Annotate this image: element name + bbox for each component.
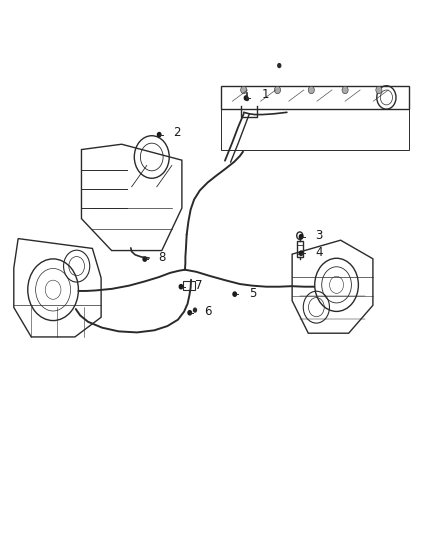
Circle shape [193, 308, 197, 313]
Circle shape [244, 96, 248, 100]
Circle shape [376, 86, 382, 94]
Circle shape [246, 97, 249, 101]
Circle shape [342, 86, 348, 94]
Text: 2: 2 [173, 126, 180, 139]
Text: 4: 4 [315, 246, 322, 259]
Circle shape [275, 86, 281, 94]
Text: 6: 6 [204, 305, 211, 318]
Text: 1: 1 [262, 88, 269, 101]
Circle shape [179, 285, 183, 289]
Bar [183, 281, 194, 290]
Circle shape [240, 86, 247, 94]
Text: 7: 7 [195, 279, 202, 292]
Circle shape [157, 133, 161, 137]
Circle shape [308, 86, 314, 94]
Circle shape [188, 311, 191, 315]
Circle shape [299, 251, 303, 255]
Text: 8: 8 [159, 252, 166, 264]
Bar [297, 241, 303, 257]
Circle shape [233, 292, 237, 296]
Circle shape [299, 235, 303, 239]
Circle shape [277, 63, 282, 68]
Circle shape [143, 257, 147, 261]
Text: 5: 5 [249, 287, 256, 300]
Text: 3: 3 [315, 229, 322, 242]
